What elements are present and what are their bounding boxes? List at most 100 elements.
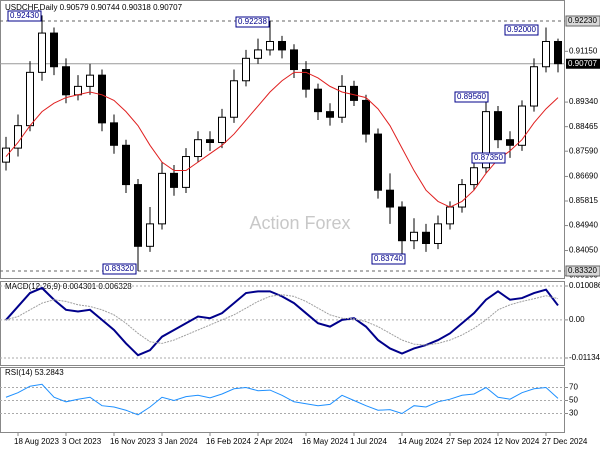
y-tick-label: -0.011342: [569, 353, 600, 362]
indicator-line: [5, 383, 559, 416]
x-tick-label: 16 Nov 2023: [110, 437, 156, 446]
candle-body: [398, 206, 406, 242]
candle-body: [98, 74, 106, 124]
annotation-box: [454, 91, 489, 103]
x-tick-label: 3 Jan 2024: [158, 437, 198, 446]
macd-panel: [0, 281, 565, 366]
y-tick-label: 30: [569, 409, 578, 418]
candle-body: [374, 133, 382, 191]
candle-body: [50, 32, 58, 68]
candle-body: [62, 66, 70, 96]
annotation: 0.83740: [374, 254, 403, 263]
candle-body: [542, 40, 550, 68]
annotation-box: [235, 16, 270, 28]
candle-body: [194, 139, 202, 158]
candle-body: [74, 85, 82, 96]
candle-body: [254, 49, 262, 59]
y-tick-label: 0.89340: [569, 97, 598, 106]
level-label: 0.83320: [568, 266, 597, 275]
candle-body: [278, 40, 286, 51]
candle-body: [26, 71, 34, 127]
indicator-line: [5, 294, 559, 346]
candle-body: [302, 69, 310, 90]
x-tick-label: 18 Aug 2023: [14, 437, 59, 446]
candle-body: [218, 116, 226, 143]
candle-body: [146, 223, 154, 247]
candle-body: [386, 189, 394, 208]
y-tick-label: 0.87590: [569, 146, 598, 155]
x-tick-label: 27 Sep 2024: [446, 437, 492, 446]
y-tick-label: 50: [569, 396, 578, 405]
y-tick-label: 0.84050: [569, 246, 598, 255]
level-box: [565, 265, 600, 277]
x-tick-label: 14 Aug 2024: [398, 437, 443, 446]
candle-body: [494, 111, 502, 141]
annotation: 0.89560: [457, 92, 486, 101]
annotation-box: [504, 24, 539, 36]
annotation-box: [371, 253, 406, 265]
candle-body: [266, 40, 274, 51]
x-tick-label: 16 Feb 2024: [206, 437, 251, 446]
candle-body: [230, 80, 238, 118]
candle-body: [554, 40, 562, 65]
candle-body: [206, 139, 214, 143]
candle-body: [530, 66, 538, 107]
annotation-box: [102, 263, 137, 275]
x-tick-label: 1 Jul 2024: [350, 437, 387, 446]
candle-body: [422, 231, 430, 245]
macd-title: MACD(12,26,9) 0.004301 0.006328: [5, 282, 132, 291]
candle-body: [314, 88, 322, 113]
candle-body: [458, 184, 466, 208]
chart-title: USDCHF,Daily 0.90579 0.90744 0.90318 0.9…: [5, 3, 183, 12]
candle-body: [338, 85, 346, 118]
y-tick-label: 0.86690: [569, 172, 598, 181]
candle-body: [362, 99, 370, 135]
candle-body: [182, 156, 190, 188]
indicator-line: [5, 286, 559, 357]
candle-body: [482, 111, 490, 169]
x-tick-label: 27 Dec 2024: [542, 437, 588, 446]
candle-body: [134, 184, 142, 247]
candle-body: [86, 74, 94, 87]
annotation: 0.92430: [10, 11, 39, 20]
candle-body: [410, 231, 418, 242]
candle-body: [518, 105, 526, 146]
y-tick-label: 70: [569, 383, 578, 392]
x-tick-label: 12 Nov 2024: [494, 437, 540, 446]
annotation-box: [7, 10, 42, 22]
candle-body: [350, 85, 358, 101]
watermark: Action Forex: [249, 213, 350, 233]
current-price-box: [566, 58, 600, 69]
moving-average: [5, 71, 559, 208]
annotation: 0.87350: [474, 153, 503, 162]
candle-body: [434, 223, 442, 245]
candle-body: [470, 167, 478, 186]
candle-body: [158, 172, 166, 225]
level-box: [565, 15, 600, 27]
candle-body: [506, 139, 514, 146]
candle-body: [122, 144, 130, 186]
annotation: 0.92000: [507, 25, 536, 34]
candle-body: [2, 147, 10, 163]
candle-body: [242, 57, 250, 82]
price-panel: [0, 0, 565, 279]
y-tick-label: 0.85815: [569, 196, 598, 205]
y-tick-label: 0.84940: [569, 221, 598, 230]
x-tick-label: 2 Apr 2024: [254, 437, 293, 446]
y-tick-label: 0.010086: [569, 281, 600, 290]
annotation: 0.83320: [105, 264, 134, 273]
y-tick-label: 0.88465: [569, 122, 598, 131]
annotation: 0.92238: [238, 17, 267, 26]
candle-body: [110, 122, 118, 146]
current-price-label: 0.90707: [568, 59, 597, 68]
x-tick-label: 16 May 2024: [302, 437, 349, 446]
y-tick-label: 0.00: [569, 315, 585, 324]
rsi-title: RSI(14) 53.2843: [5, 368, 64, 377]
level-label: 0.92230: [568, 16, 597, 25]
candle-body: [170, 172, 178, 188]
candle-body: [446, 206, 454, 225]
candle-body: [38, 32, 46, 73]
candle-body: [290, 49, 298, 71]
annotation-box: [471, 152, 506, 164]
